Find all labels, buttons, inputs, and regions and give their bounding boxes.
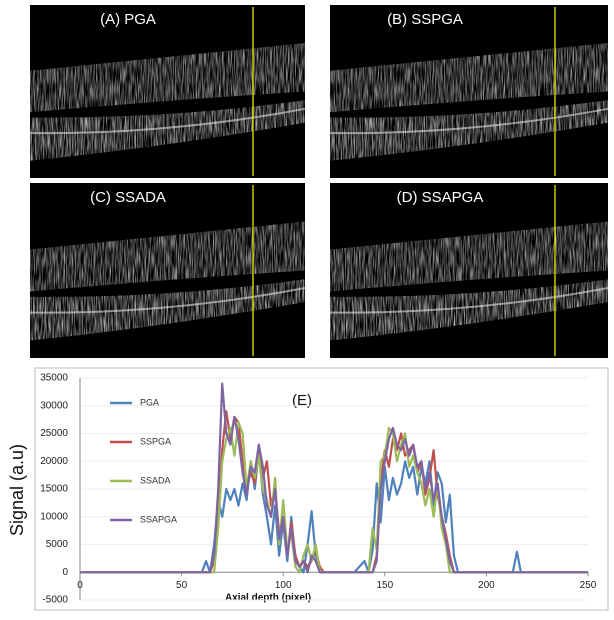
legend-label: SSPGA bbox=[140, 436, 171, 446]
y-tick-label: 5000 bbox=[46, 539, 69, 550]
x-axis-title: Axial depth (pixel) bbox=[225, 593, 311, 604]
series-line bbox=[80, 382, 588, 574]
retina-band bbox=[30, 221, 305, 292]
retina-band bbox=[330, 43, 608, 113]
rpe-layer bbox=[329, 287, 609, 314]
y-tick-label: -5000 bbox=[42, 595, 68, 606]
legend-label: SSAPGA bbox=[140, 514, 177, 524]
x-tick-label: 100 bbox=[275, 580, 292, 591]
panel-label: (D) SSAPGA bbox=[397, 189, 484, 206]
retina-band bbox=[330, 279, 608, 341]
panel-label: (A) PGA bbox=[100, 11, 156, 28]
rpe-layer bbox=[29, 107, 306, 135]
y-tick-label: 0 bbox=[62, 567, 68, 578]
image-panel: (A) PGA bbox=[29, 5, 306, 178]
image-panel: (D) SSAPGA bbox=[329, 183, 609, 358]
y-tick-label: 20000 bbox=[40, 456, 68, 467]
x-tick-label: 200 bbox=[478, 580, 495, 591]
panel-label: (C) SSADA bbox=[90, 189, 166, 206]
legend-label: PGA bbox=[140, 397, 159, 407]
y-axis-title: Signal (a.u) bbox=[7, 444, 27, 536]
y-tick-label: 15000 bbox=[40, 484, 68, 495]
panel-annotation: (E) bbox=[292, 392, 312, 409]
y-tick-label: 10000 bbox=[40, 511, 68, 522]
image-panel: (B) SSPGA bbox=[329, 5, 609, 178]
image-panel: (C) SSADA bbox=[29, 183, 306, 358]
y-tick-label: 30000 bbox=[40, 400, 68, 411]
panel-label: (B) SSPGA bbox=[387, 11, 463, 28]
x-tick-label: 250 bbox=[580, 580, 597, 591]
retina-band bbox=[30, 43, 305, 113]
x-tick-label: 50 bbox=[176, 580, 188, 591]
x-tick-label: 0 bbox=[77, 580, 83, 591]
rpe-layer bbox=[29, 287, 306, 314]
retina-band bbox=[30, 100, 305, 161]
rpe-layer bbox=[329, 107, 609, 135]
retina-band bbox=[330, 100, 608, 161]
legend-label: SSADA bbox=[140, 475, 171, 485]
y-tick-label: 35000 bbox=[40, 373, 68, 384]
x-tick-label: 150 bbox=[376, 580, 393, 591]
y-tick-label: 25000 bbox=[40, 428, 68, 439]
retina-band bbox=[330, 221, 608, 292]
retina-band bbox=[30, 279, 305, 341]
